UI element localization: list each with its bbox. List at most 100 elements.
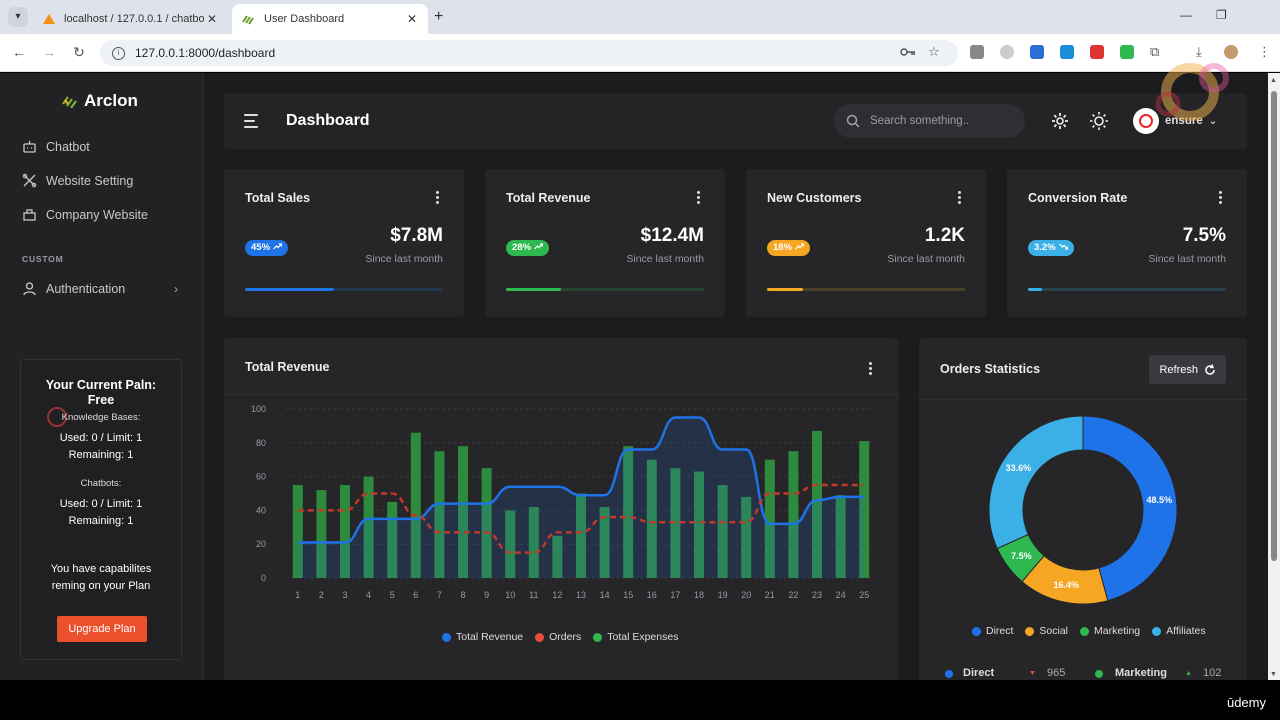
- sidebar-item-chatbot[interactable]: Chatbot: [22, 139, 182, 154]
- legend-item[interactable]: Affiliates: [1152, 625, 1206, 637]
- refresh-label: Refresh: [1159, 363, 1198, 376]
- scroll-down-icon[interactable]: ▼: [1270, 671, 1277, 678]
- menu-toggle-icon[interactable]: [244, 114, 258, 128]
- legend-item[interactable]: Orders: [535, 631, 581, 643]
- shield-extension-icon[interactable]: [1120, 45, 1134, 59]
- legend-dot: [972, 626, 981, 636]
- expense-bar: [717, 485, 728, 578]
- scroll-up-icon[interactable]: ▲: [1270, 77, 1277, 84]
- expense-bar: [505, 510, 516, 578]
- legend-item[interactable]: Direct: [972, 625, 1013, 637]
- x-tick-label: 10: [505, 590, 515, 600]
- gear-icon[interactable]: [1050, 111, 1070, 131]
- donut-slice-direct[interactable]: [1082, 415, 1178, 602]
- donut-slice-affiliates[interactable]: [988, 415, 1084, 550]
- trend-down-icon: [1058, 243, 1068, 250]
- theme-sun-icon[interactable]: [1089, 111, 1109, 131]
- sidebar-item-label: Authentication: [46, 281, 126, 296]
- search-input[interactable]: [870, 115, 1010, 127]
- revenue-line: [297, 416, 865, 544]
- summary-dot: [1095, 670, 1103, 678]
- kebab-menu-icon[interactable]: [1219, 191, 1223, 205]
- back-icon[interactable]: ←: [12, 44, 26, 60]
- camera-extension-icon[interactable]: [970, 45, 984, 59]
- new-tab-button[interactable]: +: [434, 8, 444, 25]
- kebab-menu-icon[interactable]: [958, 191, 962, 205]
- stat-card-conversion-rate: Conversion Rate 3.2% 7.5% Since last month: [1007, 169, 1247, 317]
- cb-usage: Used: 0 / Limit: 1: [59, 498, 143, 510]
- download-icon[interactable]: ⤓: [1196, 44, 1202, 59]
- revenue-chart-legend: Total Revenue Orders Total Expenses: [442, 631, 690, 643]
- trend-up-icon: [795, 243, 805, 250]
- record-extension-icon[interactable]: [1090, 45, 1104, 59]
- x-tick-label: 6: [413, 590, 418, 600]
- browser-tab-phpmyadmin[interactable]: localhost / 127.0.0.1 / chatbot | ✕: [32, 4, 228, 34]
- legend-item[interactable]: Marketing: [1080, 625, 1140, 637]
- docs-extension-icon[interactable]: [1030, 45, 1044, 59]
- reload-icon[interactable]: ↻: [73, 44, 85, 60]
- translate-extension-icon[interactable]: [1060, 45, 1074, 59]
- password-key-icon[interactable]: [900, 46, 916, 58]
- upgrade-plan-button[interactable]: Upgrade Plan: [57, 616, 147, 642]
- expense-bar: [741, 496, 752, 578]
- username: ensure: [1165, 115, 1203, 127]
- brand-logo[interactable]: Arclon: [62, 91, 138, 111]
- orders-donut-chart: 48.5% 16.4% 7.5% 33.6%: [988, 415, 1178, 605]
- sidebar-item-authentication[interactable]: Authentication ›: [22, 281, 182, 296]
- x-tick-label: 24: [836, 590, 846, 600]
- user-menu[interactable]: ensure ⌄: [1133, 108, 1217, 134]
- legend-label: Total Expenses: [607, 631, 679, 643]
- forward-icon[interactable]: →: [42, 44, 56, 60]
- kebab-menu-icon[interactable]: [869, 362, 873, 376]
- bookmark-star-icon[interactable]: ☆: [928, 44, 940, 59]
- page-title: Dashboard: [286, 112, 370, 129]
- expense-bar: [458, 446, 468, 578]
- x-tick-label: 20: [741, 590, 751, 600]
- sidebar-item-website-setting[interactable]: Website Setting: [22, 173, 182, 188]
- stat-progress-fill: [506, 288, 562, 291]
- orders-statistics-panel: Orders Statistics Refresh 48.5% 16.4% 7.5%…: [919, 338, 1247, 680]
- scrollbar-thumb[interactable]: [1271, 91, 1277, 561]
- summary-value: 965: [1047, 667, 1066, 679]
- legend-label: Affiliates: [1166, 625, 1206, 637]
- page-scrollbar[interactable]: ▲ ▼: [1268, 73, 1280, 680]
- sidebar: Arclon Chatbot Website Setting Company W…: [0, 73, 204, 680]
- x-tick-label: 11: [529, 590, 538, 600]
- refresh-button[interactable]: Refresh: [1149, 355, 1226, 384]
- kebab-menu-icon[interactable]: [697, 191, 701, 205]
- browser-tab-bar: ▾ localhost / 127.0.0.1 / chatbot | ✕ Us…: [0, 0, 1280, 34]
- extensions-puzzle-icon[interactable]: ⧉: [1150, 44, 1160, 59]
- expense-bar: [363, 476, 374, 578]
- browser-menu-icon[interactable]: ⋮: [1258, 44, 1271, 59]
- tab-search-button[interactable]: ▾: [8, 7, 28, 27]
- sidebar-item-company-website[interactable]: Company Website: [22, 207, 182, 222]
- browser-tab-dashboard[interactable]: User Dashboard ✕: [232, 4, 428, 34]
- knowledge-bases-label: Knowledge Bases:: [61, 412, 141, 423]
- x-tick-label: 5: [390, 590, 395, 600]
- legend-item[interactable]: Social: [1025, 625, 1068, 637]
- trend-up-icon: [534, 243, 544, 250]
- revenue-chart-panel: Total Revenue 0 20 40 60 80 100 1 2 3 4 5 6 7 8 9 10 11 1…: [224, 338, 899, 680]
- expense-bar: [576, 493, 586, 578]
- x-tick-label: 7: [437, 590, 442, 600]
- stat-subtext: Since last month: [365, 253, 443, 265]
- site-info-icon[interactable]: i: [112, 46, 125, 60]
- y-tick-label: 60: [256, 472, 266, 482]
- panel-title: Total Revenue: [245, 360, 330, 374]
- maximize-icon[interactable]: ❐: [1216, 8, 1227, 22]
- profile-avatar[interactable]: [1224, 45, 1238, 59]
- expense-bar: [599, 507, 610, 578]
- extension-icon[interactable]: [1000, 45, 1014, 59]
- stat-badge: 45%: [245, 240, 289, 256]
- tab-close-icon[interactable]: ✕: [406, 12, 418, 26]
- legend-item[interactable]: Total Revenue: [442, 631, 523, 643]
- summary-label: Marketing: [1115, 667, 1167, 679]
- kebab-menu-icon[interactable]: [436, 191, 440, 205]
- orders-line: [297, 483, 865, 554]
- plan-note: You have capabilites reming on your Plan: [50, 563, 152, 592]
- url-field[interactable]: i 127.0.0.1:8000/dashboard: [100, 40, 958, 66]
- minimize-icon[interactable]: —: [1180, 8, 1192, 22]
- legend-item[interactable]: Total Expenses: [593, 631, 678, 643]
- tab-close-icon[interactable]: ✕: [206, 12, 218, 26]
- chatbots-label: Chatbots:: [80, 478, 122, 489]
